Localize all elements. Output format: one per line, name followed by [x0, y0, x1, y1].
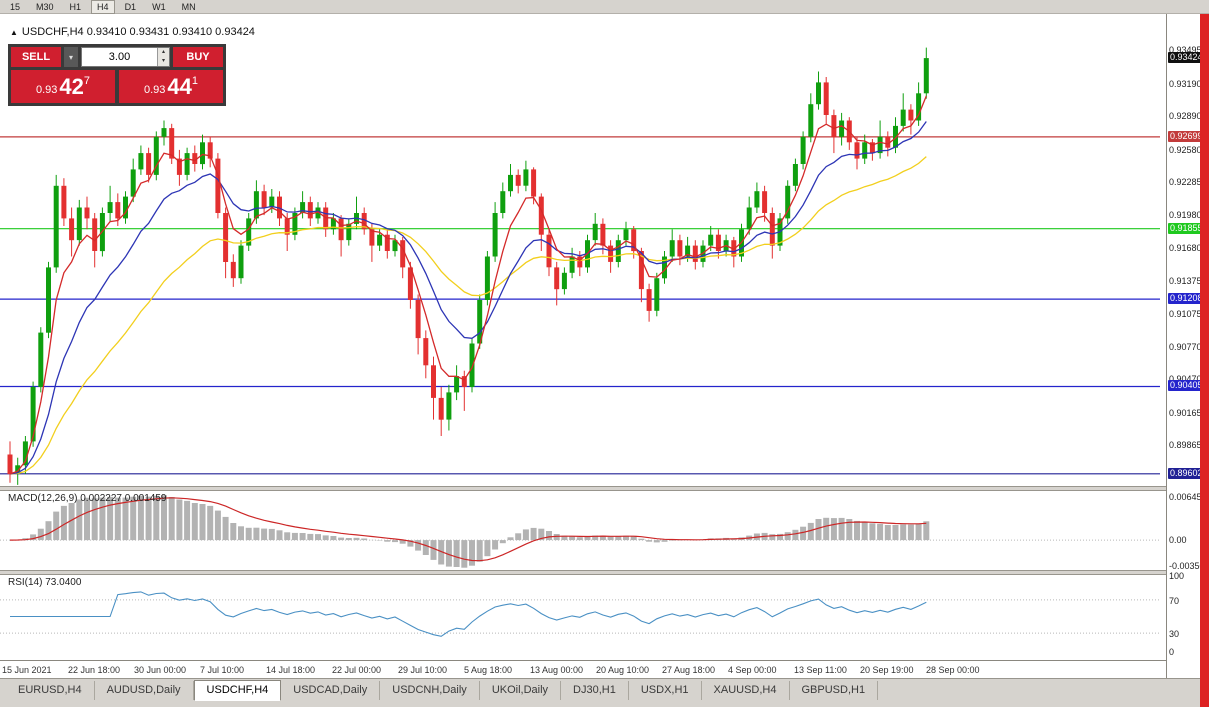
chart-tab-bar: EURUSD,H4 AUDUSD,Daily USDCHF,H4 USDCAD,Dai… [0, 678, 1200, 707]
timeframe-toolbar: 15 M30 H1 H4 D1 W1 MN [0, 0, 1209, 14]
time-axis-label: 15 Jun 2021 [2, 665, 52, 675]
window-edge-strip [1200, 14, 1209, 707]
sell-price-display[interactable]: 0.93 42 7 [11, 70, 115, 103]
time-axis-label: 13 Aug 00:00 [530, 665, 584, 675]
rsi-axis-label: 70 [1169, 596, 1180, 606]
sell-price-sup: 7 [83, 74, 91, 87]
buy-price-display[interactable]: 0.93 44 1 [119, 70, 223, 103]
sell-price-prefix: 0.93 [35, 83, 58, 96]
axis-label: 0.92890 [1169, 111, 1202, 121]
buy-price-main: 44 [167, 73, 192, 99]
axis-label: 0.91680 [1169, 243, 1202, 253]
timeframe-button-w1[interactable]: W1 [152, 1, 166, 12]
macd-label: MACD(12,26,9) 0.002227 0.001459 [8, 493, 167, 504]
chart-tab-usdcnh[interactable]: USDCNH,Daily [380, 681, 480, 700]
candlestick-chart[interactable] [0, 40, 1160, 486]
rsi-label: RSI(14) 73.0400 [8, 577, 82, 588]
time-axis-label: 29 Jul 10:00 [398, 665, 448, 675]
rsi-indicator-chart[interactable] [0, 575, 1160, 658]
time-axis-label: 30 Jun 00:00 [134, 665, 187, 675]
sell-price-main: 42 [59, 73, 84, 99]
time-axis-label: 4 Sep 00:00 [728, 665, 777, 675]
time-axis-label: 7 Jul 10:00 [200, 665, 245, 675]
time-axis-label: 20 Sep 19:00 [860, 665, 914, 675]
time-axis-label: 5 Aug 18:00 [464, 665, 513, 675]
time-axis-label: 13 Sep 11:00 [794, 665, 847, 675]
time-axis: 15 Jun 2021 22 Jun 18:00 30 Jun 00:00 7 Jul… [0, 660, 1166, 678]
level-price-badge: 0.91208 [1168, 293, 1205, 304]
timeframe-button-d1[interactable]: D1 [124, 1, 137, 12]
axis-label: 0.90470 [1169, 374, 1202, 384]
axis-label: 0.89865 [1169, 440, 1202, 450]
buy-button[interactable]: BUY [173, 47, 223, 67]
axis-label: 0.93190 [1169, 79, 1202, 89]
chart-symbol-header: ▲ USDCHF,H4 0.93410 0.93431 0.93410 0.934… [10, 26, 255, 38]
chevron-down-icon: ▾ [68, 52, 73, 62]
rsi-axis-label: 0 [1169, 647, 1175, 657]
macd-indicator-chart[interactable] [0, 491, 1160, 572]
up-triangle-icon: ▲ [10, 28, 18, 37]
macd-axis-label: -0.00350 [1169, 561, 1205, 571]
time-axis-label: 22 Jun 18:00 [68, 665, 121, 675]
chart-tab-gbpusd[interactable]: GBPUSD,H1 [790, 681, 879, 700]
sell-button[interactable]: SELL [11, 47, 61, 67]
volume-dropdown-button[interactable]: ▾ [64, 47, 78, 67]
level-price-badge: 0.92699 [1168, 131, 1205, 142]
level-price-badge: 0.91855 [1168, 223, 1205, 234]
axis-label: 0.91075 [1169, 309, 1202, 319]
timeframe-button-mn[interactable]: MN [181, 1, 196, 12]
level-price-badge: 0.90405 [1168, 380, 1205, 391]
time-axis-label: 20 Aug 10:00 [596, 665, 650, 675]
timeframe-button-m30[interactable]: M30 [36, 1, 54, 12]
macd-axis-label: 0.00 [1169, 535, 1187, 545]
chart-tab-eurusd[interactable]: EURUSD,H4 [6, 681, 95, 700]
panel-separator[interactable] [0, 570, 1166, 575]
time-axis-label: 28 Sep 00:00 [926, 665, 980, 675]
chart-tab-usdx[interactable]: USDX,H1 [629, 681, 702, 700]
macd-axis-label: 0.006451 [1169, 492, 1207, 502]
buy-price-prefix: 0.93 [143, 83, 166, 96]
level-price-badge: 0.89602 [1168, 468, 1205, 479]
panel-separator[interactable] [0, 486, 1166, 491]
volume-increment-button[interactable]: ▴ [161, 49, 165, 55]
axis-label: 0.92285 [1169, 177, 1202, 187]
buy-price-sup: 1 [191, 74, 199, 87]
chart-region: ▲ USDCHF,H4 0.93410 0.93431 0.93410 0.934… [0, 14, 1166, 678]
axis-label: 0.90770 [1169, 342, 1202, 352]
axis-label: 0.90165 [1169, 408, 1202, 418]
time-axis-label: 14 Jul 18:00 [266, 665, 316, 675]
current-price-badge: 0.93424 [1168, 52, 1205, 63]
time-axis-label: 22 Jul 00:00 [332, 665, 382, 675]
axis-label: 0.93495 [1169, 45, 1202, 55]
axis-label: 0.92580 [1169, 145, 1202, 155]
timeframe-button-15[interactable]: 15 [10, 1, 21, 12]
chart-tab-audusd[interactable]: AUDUSD,Daily [95, 681, 194, 700]
symbol-ohlc-text: USDCHF,H4 0.93410 0.93431 0.93410 0.9342… [21, 26, 255, 38]
axis-label: 0.91980 [1169, 210, 1202, 220]
time-axis-label: 27 Aug 18:00 [662, 665, 716, 675]
price-axis: 0.93495 0.93190 0.92890 0.92580 0.92285 0.919… [1166, 14, 1207, 678]
axis-label: 0.91375 [1169, 276, 1202, 286]
volume-decrement-button[interactable]: ▾ [161, 58, 165, 64]
chart-tab-xauusd[interactable]: XAUUSD,H4 [702, 681, 790, 700]
rsi-axis-label: 100 [1169, 571, 1185, 581]
chart-tab-ukoil[interactable]: UKOil,Daily [480, 681, 562, 700]
chart-tab-usdcad[interactable]: USDCAD,Daily [281, 681, 381, 700]
chart-tab-usdchf[interactable]: USDCHF,H4 [193, 680, 282, 701]
volume-input[interactable] [82, 48, 157, 66]
timeframe-button-h1[interactable]: H1 [69, 1, 82, 12]
rsi-axis-label: 30 [1169, 629, 1180, 639]
chart-tab-dj30[interactable]: DJ30,H1 [561, 681, 629, 700]
timeframe-button-h4[interactable]: H4 [91, 0, 115, 14]
